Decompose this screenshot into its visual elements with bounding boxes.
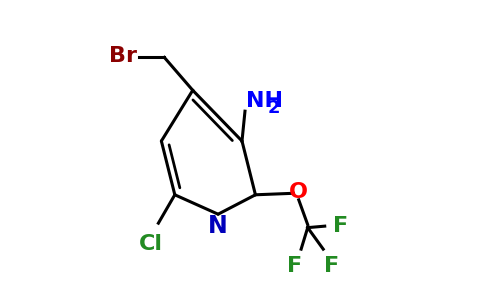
Text: N: N <box>208 214 228 238</box>
Text: Cl: Cl <box>139 234 163 254</box>
Text: NH: NH <box>246 91 284 111</box>
Text: F: F <box>287 256 302 276</box>
Text: F: F <box>324 256 339 276</box>
Text: Br: Br <box>109 46 137 66</box>
Text: O: O <box>289 182 308 202</box>
Text: F: F <box>333 216 348 236</box>
Text: 2: 2 <box>268 99 281 117</box>
